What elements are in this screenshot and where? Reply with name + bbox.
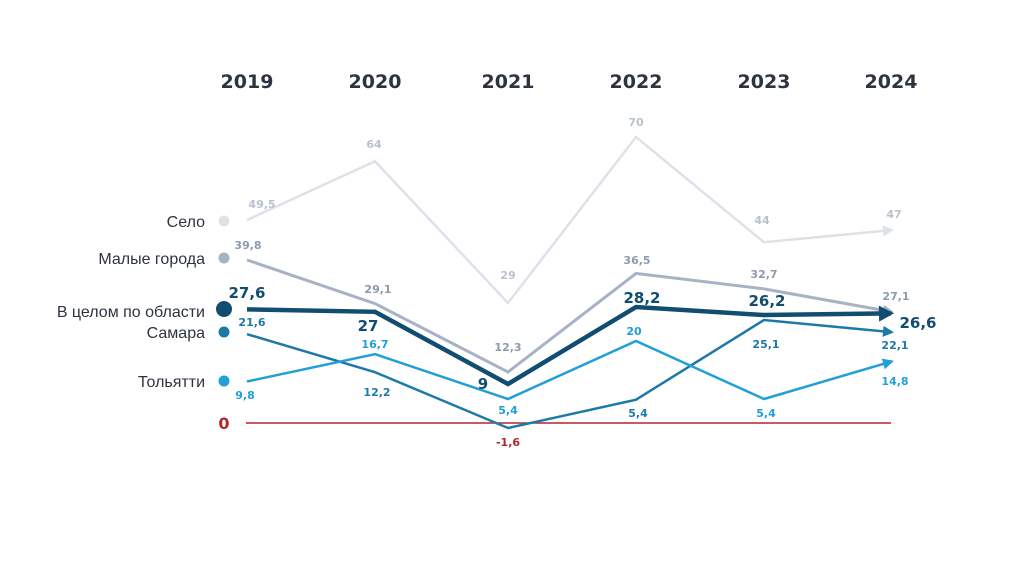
data-label-samara-2023: 25,1: [752, 338, 779, 351]
series-arrow-tolyatti: [881, 358, 894, 370]
data-label-samara-2019: 21,6: [238, 316, 265, 329]
series-line-malye: [246, 258, 892, 374]
year-label-2021: 2021: [482, 71, 535, 93]
data-label-selo-2022: 70: [628, 116, 644, 129]
data-label-malye-2019: 39,8: [234, 239, 261, 252]
data-label-selo-2024: 47: [886, 208, 901, 221]
data-label-samara-2022: 5,4: [628, 407, 648, 420]
year-label-2023: 2023: [738, 71, 791, 93]
legend-label-samara: Самара: [147, 325, 205, 342]
series-lines: [246, 135, 894, 430]
series-arrow-samara: [882, 325, 894, 337]
data-label-malye-2023: 32,7: [750, 268, 777, 281]
zero-line-group: 0: [218, 414, 891, 433]
legend-dot-samara: [218, 326, 230, 338]
data-label-malye-2024: 27,1: [882, 290, 909, 303]
data-label-selo-2020: 64: [366, 138, 382, 151]
data-label-oblast-2019: 27,6: [228, 284, 265, 302]
year-label-2019: 2019: [221, 71, 274, 93]
data-label-tolyatti-2020: 16,7: [361, 338, 388, 351]
data-labels: 49,5 64 29 70 44 47 39,8 29,1 12,3 36,5 32,7 27,1 27…: [228, 116, 936, 449]
legend-dot-malye: [218, 252, 230, 264]
legend-dot-tolyatti: [218, 375, 230, 387]
zero-label: 0: [218, 414, 229, 433]
data-label-malye-2020: 29,1: [364, 283, 391, 296]
year-label-2020: 2020: [349, 71, 402, 93]
legend-label-malye: Малые города: [98, 251, 205, 268]
data-label-oblast-2021: 9: [478, 375, 488, 393]
data-label-selo-2019: 49,5: [248, 198, 275, 211]
data-label-samara-2024: 22,1: [881, 339, 908, 352]
year-label-2022: 2022: [610, 71, 663, 93]
series-arrow-selo: [882, 225, 894, 237]
legend: Село Малые города В целом по области Самара…: [57, 214, 232, 391]
data-label-oblast-2024: 26,6: [899, 314, 936, 332]
data-label-oblast-2020: 27: [358, 317, 379, 335]
legend-dot-oblast: [216, 301, 232, 317]
legend-label-oblast: В целом по области: [57, 304, 205, 321]
data-label-oblast-2022: 28,2: [623, 289, 660, 307]
series-line-tolyatti: [246, 339, 892, 401]
data-label-tolyatti-2023: 5,4: [756, 407, 776, 420]
data-label-selo-2023: 44: [754, 214, 770, 227]
series-line-samara: [246, 318, 892, 430]
data-label-selo-2021: 29: [500, 269, 515, 282]
data-label-malye-2021: 12,3: [494, 341, 521, 354]
legend-label-tolyatti: Тольятти: [138, 374, 205, 391]
data-label-samara-2020: 12,2: [363, 386, 390, 399]
data-label-tolyatti-2024: 14,8: [881, 375, 908, 388]
data-label-samara-2021: -1,6: [496, 436, 520, 449]
data-label-oblast-2023: 26,2: [748, 292, 785, 310]
data-label-malye-2022: 36,5: [623, 254, 650, 267]
data-label-tolyatti-2019: 9,8: [235, 389, 255, 402]
data-label-tolyatti-2021: 5,4: [498, 404, 518, 417]
data-label-tolyatti-2022: 20: [626, 325, 642, 338]
series-line-oblast: [246, 304, 892, 387]
year-labels: 2019 2020 2021 2022 2023 2024: [221, 71, 918, 93]
legend-label-selo: Село: [167, 214, 205, 231]
series-line-selo: [246, 135, 892, 305]
series-arrow-oblast: [878, 305, 894, 322]
legend-dot-selo: [218, 215, 230, 227]
year-label-2024: 2024: [865, 71, 918, 93]
